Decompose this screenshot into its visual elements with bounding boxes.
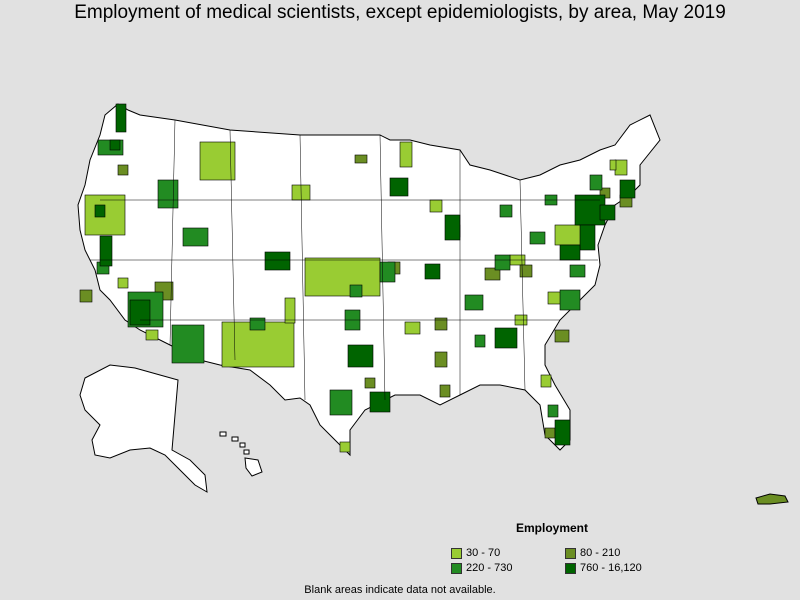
legend-swatch — [565, 547, 576, 559]
legend-item-220-730: 220 - 730 — [451, 562, 512, 574]
hawaii-land — [219, 431, 263, 477]
legend-label: 220 - 730 — [466, 562, 513, 574]
legend-item-30-70: 30 - 70 — [451, 547, 500, 559]
puerto-rico-land — [755, 493, 789, 505]
employment-areas — [79, 103, 636, 453]
legend-label: 760 - 16,120 — [580, 562, 642, 574]
legend-label: 30 - 70 — [466, 547, 501, 559]
map-title: Employment of medical scientists, except… — [74, 2, 726, 23]
legend-swatch — [451, 562, 462, 574]
areas-220-730 — [96, 139, 603, 418]
area-boundaries — [90, 119, 600, 401]
areas-80-210 — [79, 154, 633, 439]
legend-title: Employment — [516, 521, 589, 535]
areas-30-70 — [84, 141, 628, 453]
legend-swatch — [565, 562, 576, 574]
legend-label: 80 - 210 — [580, 547, 621, 559]
areas-760-16120 — [94, 103, 636, 446]
footnote: Blank areas indicate data not available. — [304, 584, 496, 596]
alaska-land — [79, 364, 208, 493]
legend-item-760-16120: 760 - 16,120 — [565, 562, 642, 574]
legend-item-80-210: 80 - 210 — [565, 547, 620, 559]
legend-swatch — [451, 547, 462, 559]
